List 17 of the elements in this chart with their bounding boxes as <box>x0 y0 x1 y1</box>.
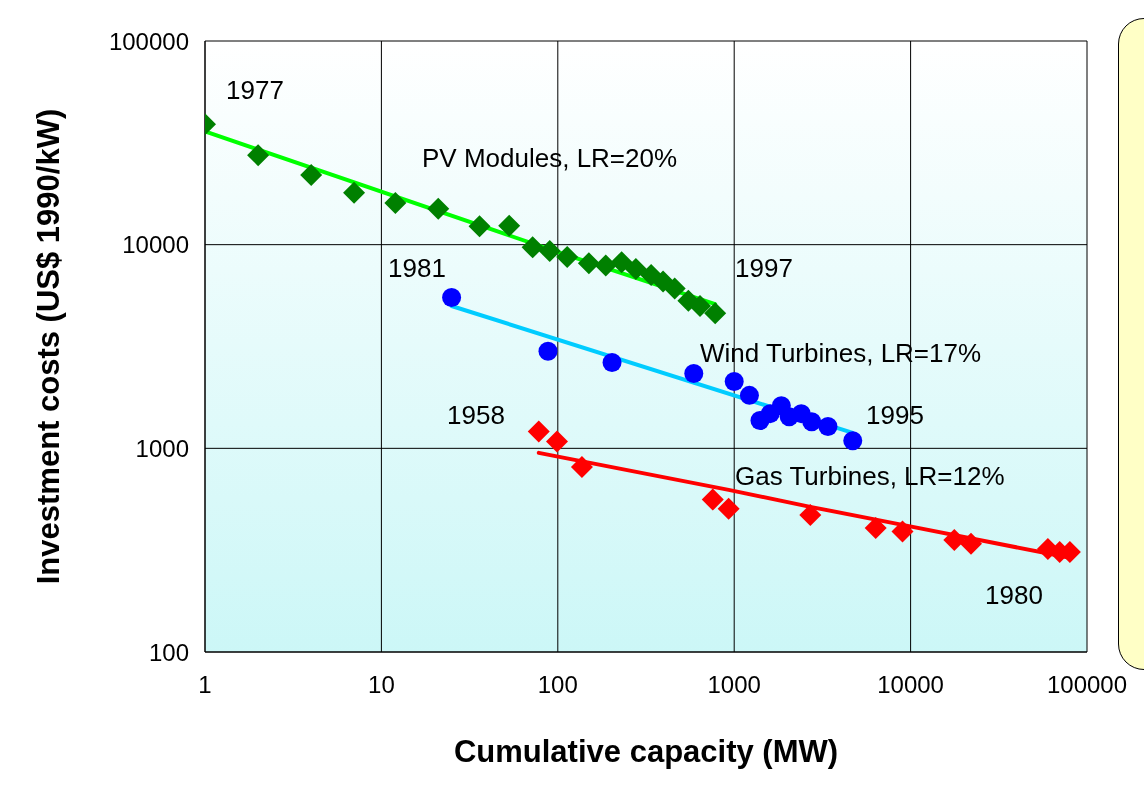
annotation: 1981 <box>388 252 446 283</box>
annotation: 1997 <box>735 252 793 283</box>
annotation: 1958 <box>447 399 505 430</box>
y-tick-label: 100 <box>148 638 189 666</box>
x-tick-label: 10 <box>368 671 395 699</box>
y-axis-title: Investment costs (US$ 1990/kW) <box>31 108 67 585</box>
x-tick-label: 10000 <box>877 671 944 699</box>
x-tick-label: 1000 <box>707 671 761 699</box>
x-tick-label: 100 <box>537 671 578 699</box>
y-tick-label: 1000 <box>135 434 189 462</box>
annotation: 1977 <box>226 74 284 105</box>
x-axis-title: Cumulative capacity (MW) <box>453 734 839 769</box>
y-tick-label: 100000 <box>108 27 189 55</box>
annotation: 1980 <box>985 579 1043 610</box>
x-tick-label: 1 <box>198 671 212 699</box>
y-tick-label: 10000 <box>122 231 189 259</box>
x-tick-label: 100000 <box>1046 671 1128 699</box>
